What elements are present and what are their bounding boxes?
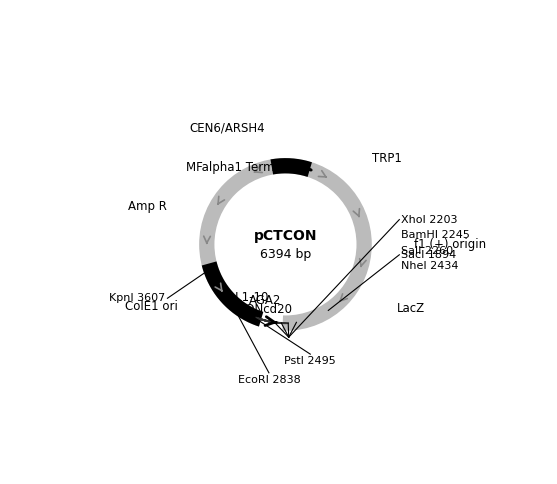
Text: f1 (+) origin: f1 (+) origin: [414, 238, 486, 251]
Text: NheI 2434: NheI 2434: [402, 261, 459, 271]
Text: CONcd20: CONcd20: [238, 303, 293, 316]
Text: XhoI 2203: XhoI 2203: [402, 214, 458, 225]
Text: MFalpha1 Term.: MFalpha1 Term.: [186, 161, 278, 174]
Text: TRP1: TRP1: [372, 152, 402, 166]
Text: SalI 2260: SalI 2260: [402, 246, 453, 256]
Text: CEN6/ARSH4: CEN6/ARSH4: [189, 122, 265, 135]
Text: EcoRI 2838: EcoRI 2838: [237, 375, 300, 385]
Text: GAL1-10: GAL1-10: [219, 290, 269, 303]
Text: PstI 2495: PstI 2495: [285, 356, 336, 366]
Text: AGA2: AGA2: [249, 294, 281, 307]
Text: ColE1 ori: ColE1 ori: [125, 300, 178, 313]
Text: SacI 1894: SacI 1894: [402, 250, 457, 260]
Text: BamHI 2245: BamHI 2245: [402, 230, 470, 240]
Text: 6394 bp: 6394 bp: [260, 248, 311, 261]
Text: LacZ: LacZ: [397, 302, 425, 315]
Text: Amp R: Amp R: [129, 199, 167, 212]
Text: KpnI 3607: KpnI 3607: [109, 293, 165, 303]
Text: pCTCON: pCTCON: [253, 229, 317, 243]
